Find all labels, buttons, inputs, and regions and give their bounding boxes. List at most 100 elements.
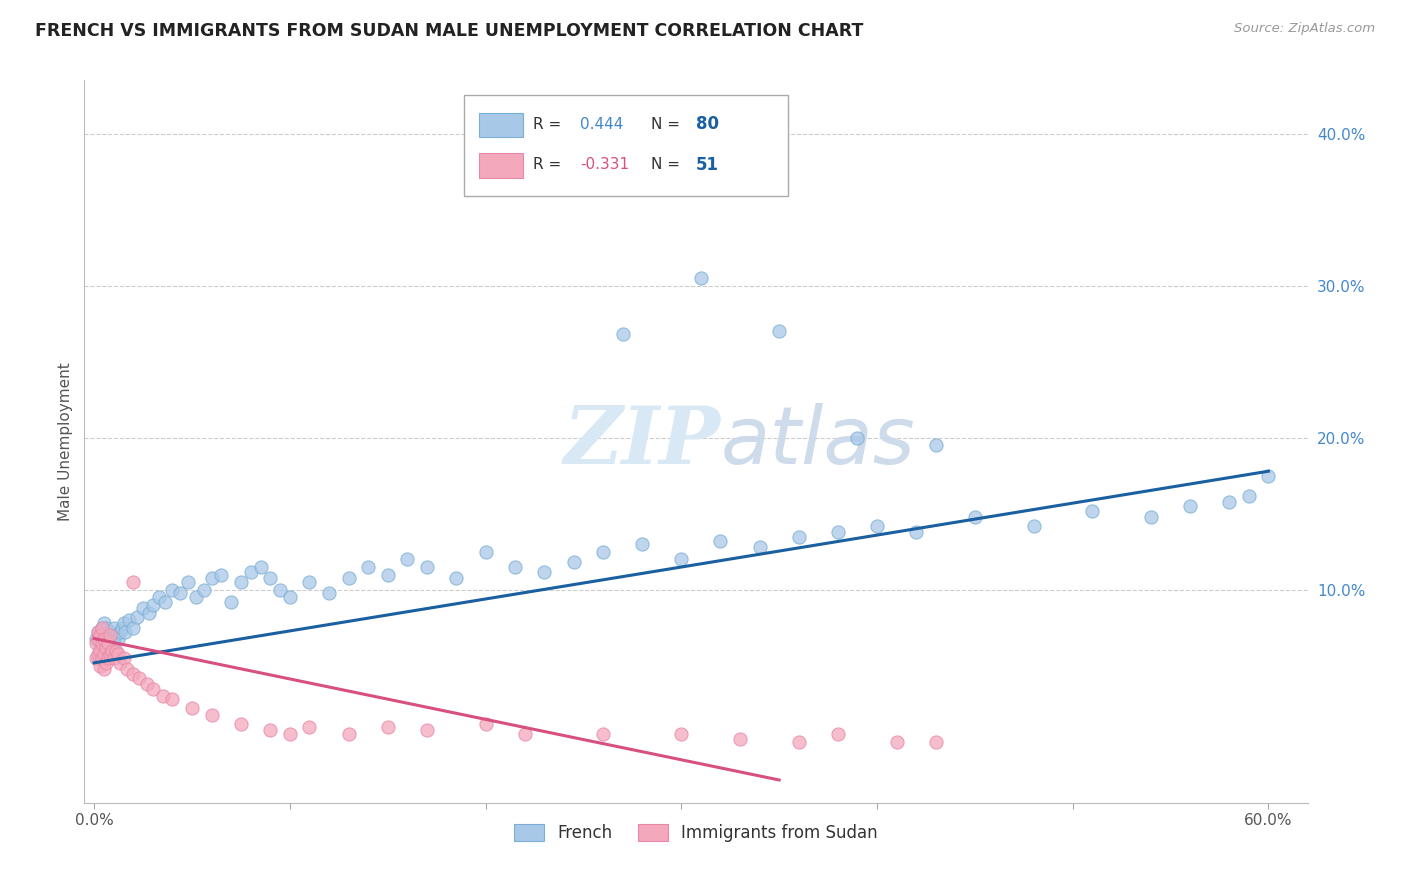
- Point: [89, 628, 111, 642]
- Text: ZIP: ZIP: [564, 403, 720, 480]
- Point: [114, 625, 136, 640]
- Point: [142, 598, 165, 612]
- Point: [87, 647, 110, 661]
- Point: [612, 327, 634, 342]
- Point: [98, 636, 121, 650]
- Point: [98, 628, 121, 642]
- Point: [592, 727, 614, 741]
- Point: [93, 616, 115, 631]
- Point: [377, 567, 399, 582]
- Text: 80: 80: [696, 115, 718, 133]
- Point: [193, 582, 215, 597]
- Point: [787, 735, 810, 749]
- Text: N =: N =: [651, 157, 679, 172]
- Point: [93, 643, 115, 657]
- Point: [91, 651, 114, 665]
- Point: [94, 647, 117, 661]
- Point: [122, 621, 145, 635]
- Point: [298, 720, 321, 734]
- Point: [91, 639, 114, 653]
- Point: [866, 519, 889, 533]
- Point: [100, 643, 122, 657]
- Point: [728, 731, 751, 746]
- Point: [671, 552, 693, 566]
- Point: [1140, 509, 1163, 524]
- Point: [1178, 499, 1201, 513]
- Point: [104, 628, 127, 642]
- Point: [97, 628, 120, 642]
- Point: [1237, 489, 1260, 503]
- Point: [127, 610, 149, 624]
- Point: [416, 723, 439, 737]
- Point: [94, 656, 117, 670]
- Point: [1081, 504, 1104, 518]
- Point: [562, 556, 585, 570]
- Point: [97, 636, 120, 650]
- Point: [128, 671, 150, 685]
- Point: [107, 647, 129, 661]
- Point: [89, 659, 111, 673]
- Point: [84, 632, 107, 646]
- Point: [93, 625, 115, 640]
- Point: [89, 643, 111, 657]
- Point: [84, 651, 107, 665]
- Point: [181, 701, 204, 715]
- Point: [905, 524, 928, 539]
- Point: [93, 632, 115, 646]
- Point: [100, 632, 122, 646]
- Text: Source: ZipAtlas.com: Source: ZipAtlas.com: [1234, 22, 1375, 36]
- Point: [97, 643, 120, 657]
- Point: [118, 613, 141, 627]
- Point: [103, 651, 125, 665]
- Text: N =: N =: [651, 117, 679, 132]
- Point: [91, 647, 114, 661]
- Point: [87, 625, 110, 640]
- Point: [709, 534, 731, 549]
- Point: [1218, 494, 1240, 508]
- Point: [93, 632, 115, 646]
- Point: [416, 560, 439, 574]
- Point: [298, 575, 321, 590]
- Point: [138, 606, 160, 620]
- Point: [278, 591, 301, 605]
- Point: [787, 530, 810, 544]
- Point: [122, 575, 145, 590]
- Point: [87, 632, 110, 646]
- Point: [177, 575, 200, 590]
- Point: [925, 438, 948, 452]
- Point: [103, 621, 125, 635]
- Point: [209, 567, 232, 582]
- Point: [112, 651, 135, 665]
- Point: [152, 690, 174, 704]
- Y-axis label: Male Unemployment: Male Unemployment: [58, 362, 73, 521]
- Point: [94, 636, 117, 650]
- Point: [925, 735, 948, 749]
- Point: [533, 565, 555, 579]
- Point: [963, 509, 986, 524]
- Point: [89, 643, 111, 657]
- Point: [318, 586, 340, 600]
- Point: [886, 735, 908, 749]
- Point: [89, 636, 111, 650]
- Point: [200, 571, 222, 585]
- Point: [827, 727, 849, 741]
- Legend: French, Immigrants from Sudan: French, Immigrants from Sudan: [508, 817, 884, 848]
- Point: [162, 692, 184, 706]
- Point: [91, 636, 114, 650]
- Text: -0.331: -0.331: [579, 157, 628, 172]
- Point: [748, 541, 770, 555]
- Point: [108, 656, 131, 670]
- Point: [184, 591, 207, 605]
- Point: [91, 621, 114, 635]
- Point: [93, 662, 115, 676]
- Point: [104, 643, 127, 657]
- Text: atlas: atlas: [720, 402, 915, 481]
- Point: [153, 595, 176, 609]
- Text: FRENCH VS IMMIGRANTS FROM SUDAN MALE UNEMPLOYMENT CORRELATION CHART: FRENCH VS IMMIGRANTS FROM SUDAN MALE UNE…: [35, 22, 863, 40]
- Point: [396, 552, 419, 566]
- Point: [592, 545, 614, 559]
- Point: [259, 723, 281, 737]
- Point: [91, 621, 114, 635]
- Point: [87, 625, 110, 640]
- Point: [93, 647, 115, 661]
